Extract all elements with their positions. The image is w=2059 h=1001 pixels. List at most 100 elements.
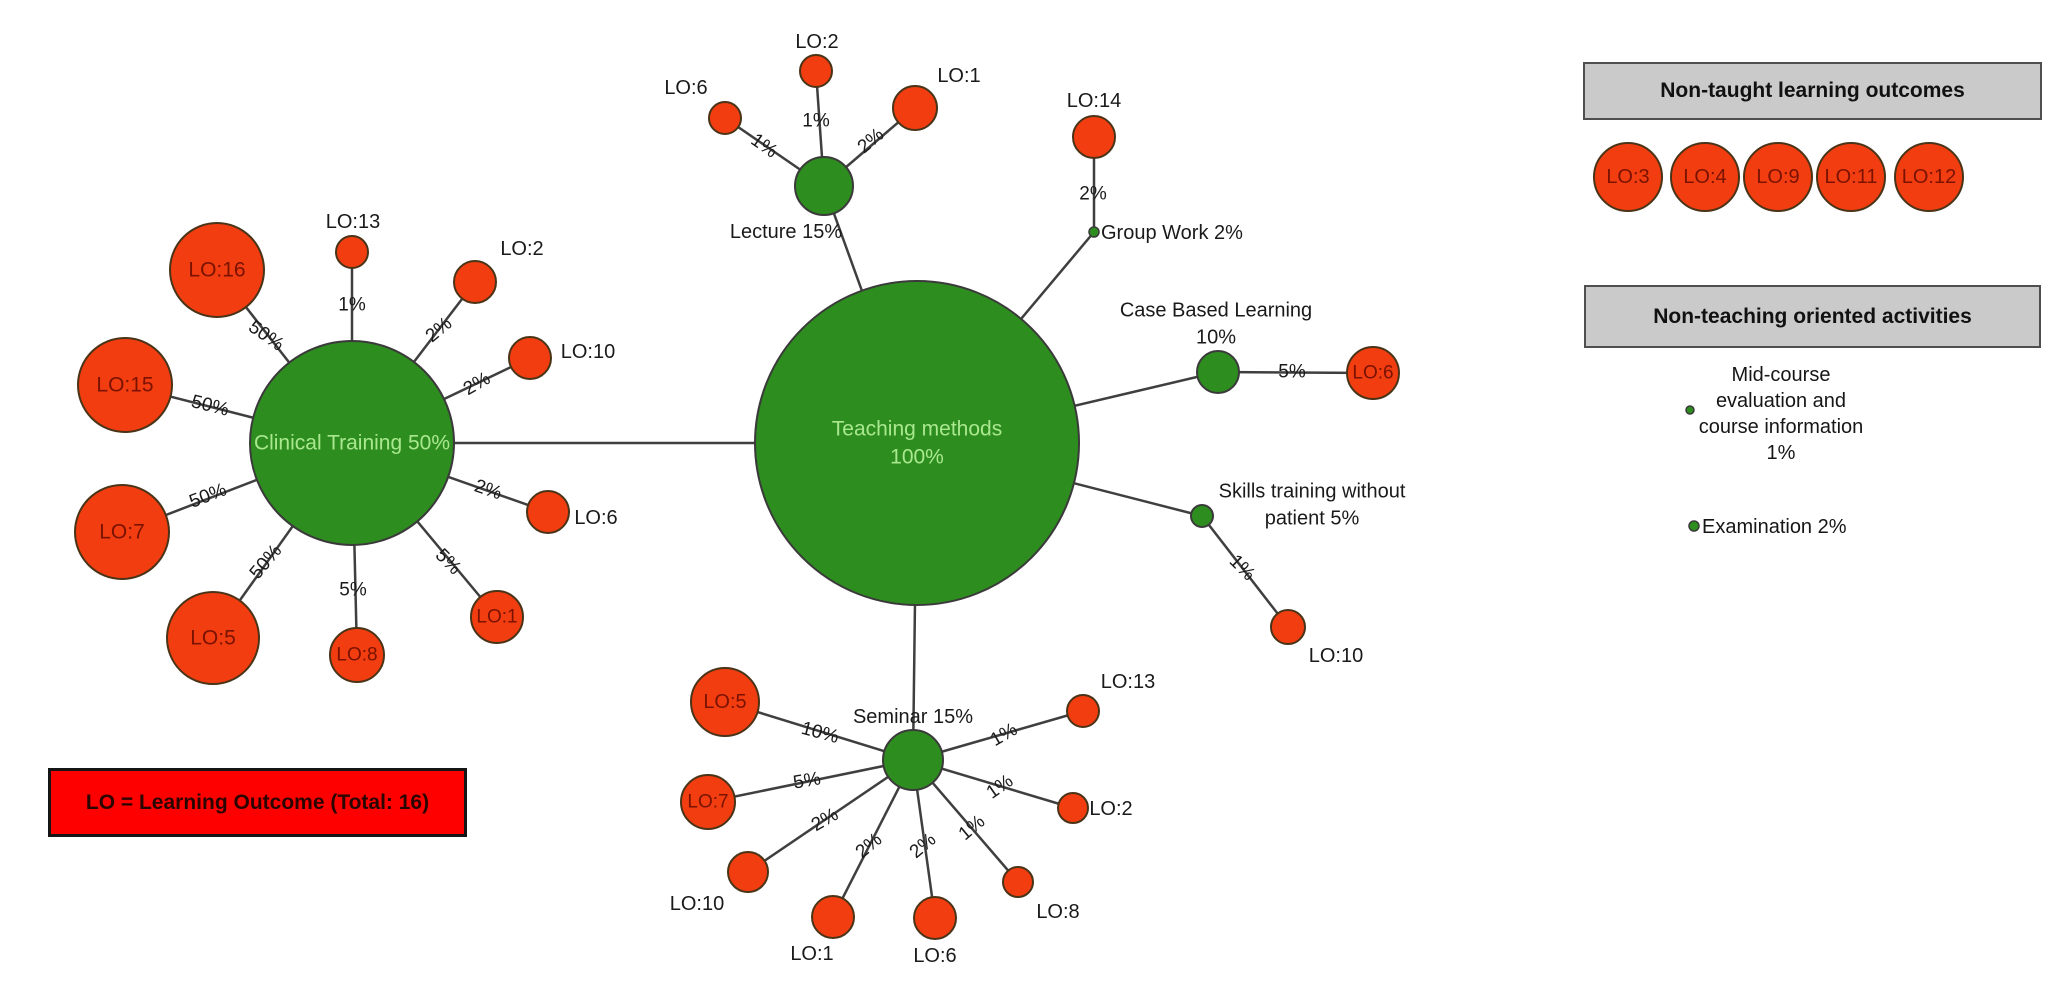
edge-label: 5%	[339, 580, 367, 601]
node-teaching-methods	[754, 280, 1080, 606]
node-clinical-training	[249, 340, 455, 546]
node-group-work	[1088, 226, 1100, 238]
label-clinical-lo16: LO:16	[188, 259, 245, 282]
node-lecture	[794, 156, 854, 216]
label-case-based-learning: 10%	[1196, 327, 1236, 349]
label-skills-lo10: LO:10	[1309, 645, 1363, 667]
legend-entry-line: course information	[1698, 416, 1864, 438]
label-seminar-lo13: LO:13	[1101, 671, 1155, 693]
edge-label: 1%	[1225, 551, 1259, 585]
node-examination-dot	[1688, 520, 1700, 532]
node-clinical-lo16	[169, 222, 265, 318]
node-seminar-lo8	[1002, 866, 1034, 898]
edge-label: 1%	[338, 295, 366, 316]
edge-label: 2%	[460, 368, 494, 400]
label-legend-lo11: LO:11	[1825, 166, 1878, 188]
label-skills-training: Skills training without	[1219, 481, 1406, 503]
label-clinical-lo7: LO:7	[99, 521, 145, 544]
label-clinical-lo1: LO:1	[476, 607, 517, 628]
node-legend-lo9	[1743, 142, 1813, 212]
legend-entry-line: evaluation and	[1715, 390, 1847, 412]
label-groupwork-lo14: LO:14	[1067, 90, 1121, 112]
node-clinical-lo2	[453, 260, 497, 304]
edge-label: 1%	[802, 111, 830, 132]
node-seminar-lo6	[913, 896, 957, 940]
edge-label: 50%	[244, 316, 287, 355]
edge-label: 10%	[799, 718, 841, 748]
label-seminar-lo5: LO:5	[703, 691, 746, 713]
edge-seminar--seminar-lo10	[747, 758, 914, 874]
label-clinical-training: Clinical Training 50%	[254, 432, 450, 455]
edge-label: 2%	[1079, 184, 1107, 205]
node-seminar-lo7	[680, 774, 736, 830]
node-skills-lo10	[1270, 609, 1306, 645]
node-skills-training	[1190, 504, 1214, 528]
edge-label: 50%	[246, 541, 287, 584]
label-seminar: Seminar 15%	[853, 706, 973, 728]
node-lecture-lo6	[708, 101, 742, 135]
label-seminar-lo1: LO:1	[790, 943, 833, 965]
legend-examination-entry: Examination 2%	[1702, 516, 1847, 538]
label-clinical-lo15: LO:15	[96, 374, 153, 397]
label-teaching-methods: 100%	[890, 446, 944, 469]
legend-midcourse-entry: Mid-course evaluation and course informati…	[1671, 362, 1891, 466]
node-clinical-lo7	[74, 484, 170, 580]
edge-label: 50%	[186, 479, 229, 512]
edge-label: 2%	[906, 829, 941, 863]
legend-entry-line: Mid-course	[1731, 364, 1831, 386]
label-group-work: Group Work 2%	[1101, 222, 1243, 244]
label-legend-lo4: LO:4	[1683, 166, 1726, 188]
edge-label: 2%	[422, 313, 457, 347]
lo-definition-note: LO = Learning Outcome (Total: 16)	[48, 768, 467, 837]
node-clinical-lo5	[166, 591, 260, 685]
label-cbl-lo6: LO:6	[1352, 363, 1393, 384]
node-seminar-lo1	[811, 895, 855, 939]
node-seminar-lo2	[1057, 792, 1089, 824]
label-lecture: Lecture 15%	[730, 221, 843, 243]
node-cbl-lo6	[1346, 346, 1400, 400]
legend-entry-line: Examination 2%	[1702, 516, 1847, 538]
label-skills-training: patient 5%	[1265, 508, 1360, 530]
node-lecture-lo1	[892, 85, 938, 131]
label-clinical-lo5: LO:5	[190, 627, 236, 650]
node-legend-lo3	[1593, 142, 1663, 212]
label-lecture-lo1: LO:1	[937, 65, 980, 87]
edge-label: 2%	[852, 829, 887, 863]
label-teaching-methods: Teaching methods	[832, 418, 1002, 441]
node-legend-lo11	[1816, 142, 1886, 212]
node-clinical-lo8	[329, 627, 385, 683]
label-seminar-lo8: LO:8	[1036, 901, 1079, 923]
node-seminar	[882, 729, 944, 791]
edge-label: 2%	[472, 476, 505, 505]
node-seminar-lo10	[727, 851, 769, 893]
node-seminar-lo13	[1066, 694, 1100, 728]
label-legend-lo3: LO:3	[1606, 166, 1649, 188]
edge-label: 2%	[854, 124, 889, 158]
node-legend-lo4	[1670, 142, 1740, 212]
node-lecture-lo2	[799, 54, 833, 88]
label-clinical-lo8: LO:8	[336, 645, 377, 666]
node-clinical-lo13	[335, 235, 369, 269]
label-seminar-lo2: LO:2	[1089, 798, 1132, 820]
node-legend-lo12	[1894, 142, 1964, 212]
edge-label: 1%	[987, 719, 1021, 751]
label-clinical-lo2: LO:2	[500, 238, 543, 260]
node-clinical-lo6	[526, 490, 570, 534]
label-clinical-lo13: LO:13	[326, 211, 380, 233]
node-clinical-lo10	[508, 336, 552, 380]
edge-label: 1%	[747, 130, 782, 163]
edge-label: 5%	[792, 768, 823, 793]
node-clinical-lo1	[470, 590, 524, 644]
edge-seminar--seminar-lo7	[707, 758, 914, 804]
label-legend-lo9: LO:9	[1756, 166, 1799, 188]
edge-skills-training--skills-lo10	[1201, 515, 1289, 628]
label-seminar-lo10: LO:10	[670, 893, 724, 915]
label-clinical-lo10: LO:10	[561, 341, 615, 363]
node-midcourse-dot	[1685, 405, 1695, 415]
edge-label: 50%	[189, 391, 231, 421]
label-lecture-lo2: LO:2	[795, 31, 838, 53]
edge-label: 2%	[808, 804, 842, 836]
node-case-based-learning	[1196, 350, 1240, 394]
